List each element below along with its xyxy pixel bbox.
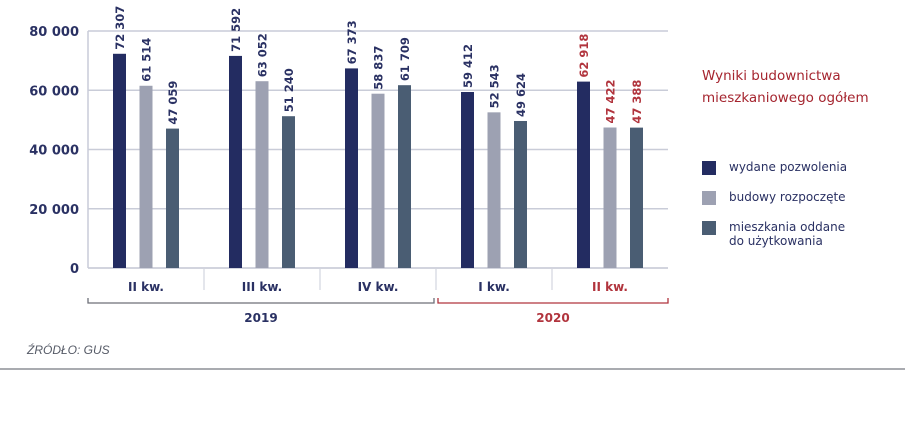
year-label: 2020	[536, 311, 569, 325]
legend: wydane pozwolenia budowy rozpoczęte mies…	[702, 160, 902, 263]
bar	[630, 127, 643, 268]
bar-value-label: 58 837	[372, 46, 386, 90]
y-tick-label: 80 000	[29, 25, 79, 40]
bar	[371, 93, 385, 268]
year-bracket	[87, 298, 435, 304]
bar-value-label: 62 918	[577, 34, 591, 78]
legend-item-budowy-rozpoczete: budowy rozpoczęte	[702, 190, 902, 205]
legend-label: wydane pozwolenia	[729, 160, 848, 174]
y-tick-label: 20 000	[29, 203, 79, 218]
bar	[461, 91, 474, 269]
bar	[113, 53, 126, 268]
year-label: 2019	[244, 311, 277, 325]
x-tick-label: II kw.	[592, 280, 628, 294]
bar	[603, 127, 617, 268]
legend-label-line: do użytkowania	[729, 234, 823, 248]
y-axis-ticks: 0 20 000 40 000 60 000 80 000	[29, 25, 79, 277]
bar	[229, 55, 242, 269]
bar	[166, 128, 179, 268]
bar	[345, 68, 358, 268]
legend-label-line: mieszkania oddane	[729, 220, 846, 234]
year-bracket	[437, 298, 669, 304]
bar-value-label: 52 543	[488, 64, 502, 108]
legend-swatch	[702, 191, 716, 205]
value-labels: 72 307 61 514 47 059 71 592 63 052 51 240 67 3…	[113, 6, 644, 125]
bar	[255, 81, 269, 268]
bar-value-label: 47 388	[630, 80, 644, 124]
bars	[113, 53, 643, 269]
y-tick-label: 60 000	[29, 84, 79, 99]
legend-label: mieszkania oddane do użytkowania	[729, 220, 845, 248]
bar-value-label: 71 592	[229, 8, 243, 52]
y-tick-label: 0	[70, 262, 79, 277]
x-tick-label: III kw.	[242, 280, 282, 294]
x-axis: II kw. III kw. IV kw. I kw. II kw.	[128, 268, 628, 294]
bar-value-label: 61 709	[398, 37, 412, 81]
bar	[514, 120, 527, 269]
bar	[487, 112, 501, 268]
legend-swatch	[702, 161, 716, 175]
x-tick-label: I kw.	[478, 280, 510, 294]
bar-value-label: 72 307	[113, 6, 127, 50]
x-tick-label: II kw.	[128, 280, 164, 294]
bar-value-label: 63 052	[256, 33, 270, 77]
chart-title-line: mieszkaniowego ogółem	[702, 90, 869, 106]
bar-value-label: 49 624	[514, 73, 528, 117]
bar-value-label: 67 373	[345, 20, 359, 64]
year-brackets: 2019 2020	[87, 298, 669, 325]
source-note: ŹRÓDŁO: GUS	[27, 343, 110, 357]
divider	[0, 368, 905, 370]
legend-item-wydane-pozwolenia: wydane pozwolenia	[702, 160, 902, 175]
y-tick-label: 40 000	[29, 144, 79, 159]
bar-value-label: 59 412	[461, 44, 475, 88]
bar	[139, 85, 153, 269]
bar-value-label: 51 240	[282, 68, 296, 112]
chart-title: Wyniki budownictwa mieszkaniowego ogółem	[702, 65, 902, 109]
bar	[282, 116, 295, 268]
legend-item-mieszkania-oddane: mieszkania oddane do użytkowania	[702, 220, 902, 248]
x-tick-label: IV kw.	[358, 280, 399, 294]
chart-title-line: Wyniki budownictwa	[702, 68, 841, 84]
bar	[577, 81, 590, 268]
bar-chart: 0 20 000 40 000 60 000 80 000 72 307 61 514 47…	[29, 6, 669, 325]
bar-value-label: 47 422	[604, 79, 618, 123]
bar	[398, 85, 411, 268]
bar-value-label: 47 059	[166, 81, 180, 125]
bar-value-label: 61 514	[140, 38, 154, 82]
legend-swatch	[702, 221, 716, 235]
legend-label: budowy rozpoczęte	[729, 190, 846, 204]
